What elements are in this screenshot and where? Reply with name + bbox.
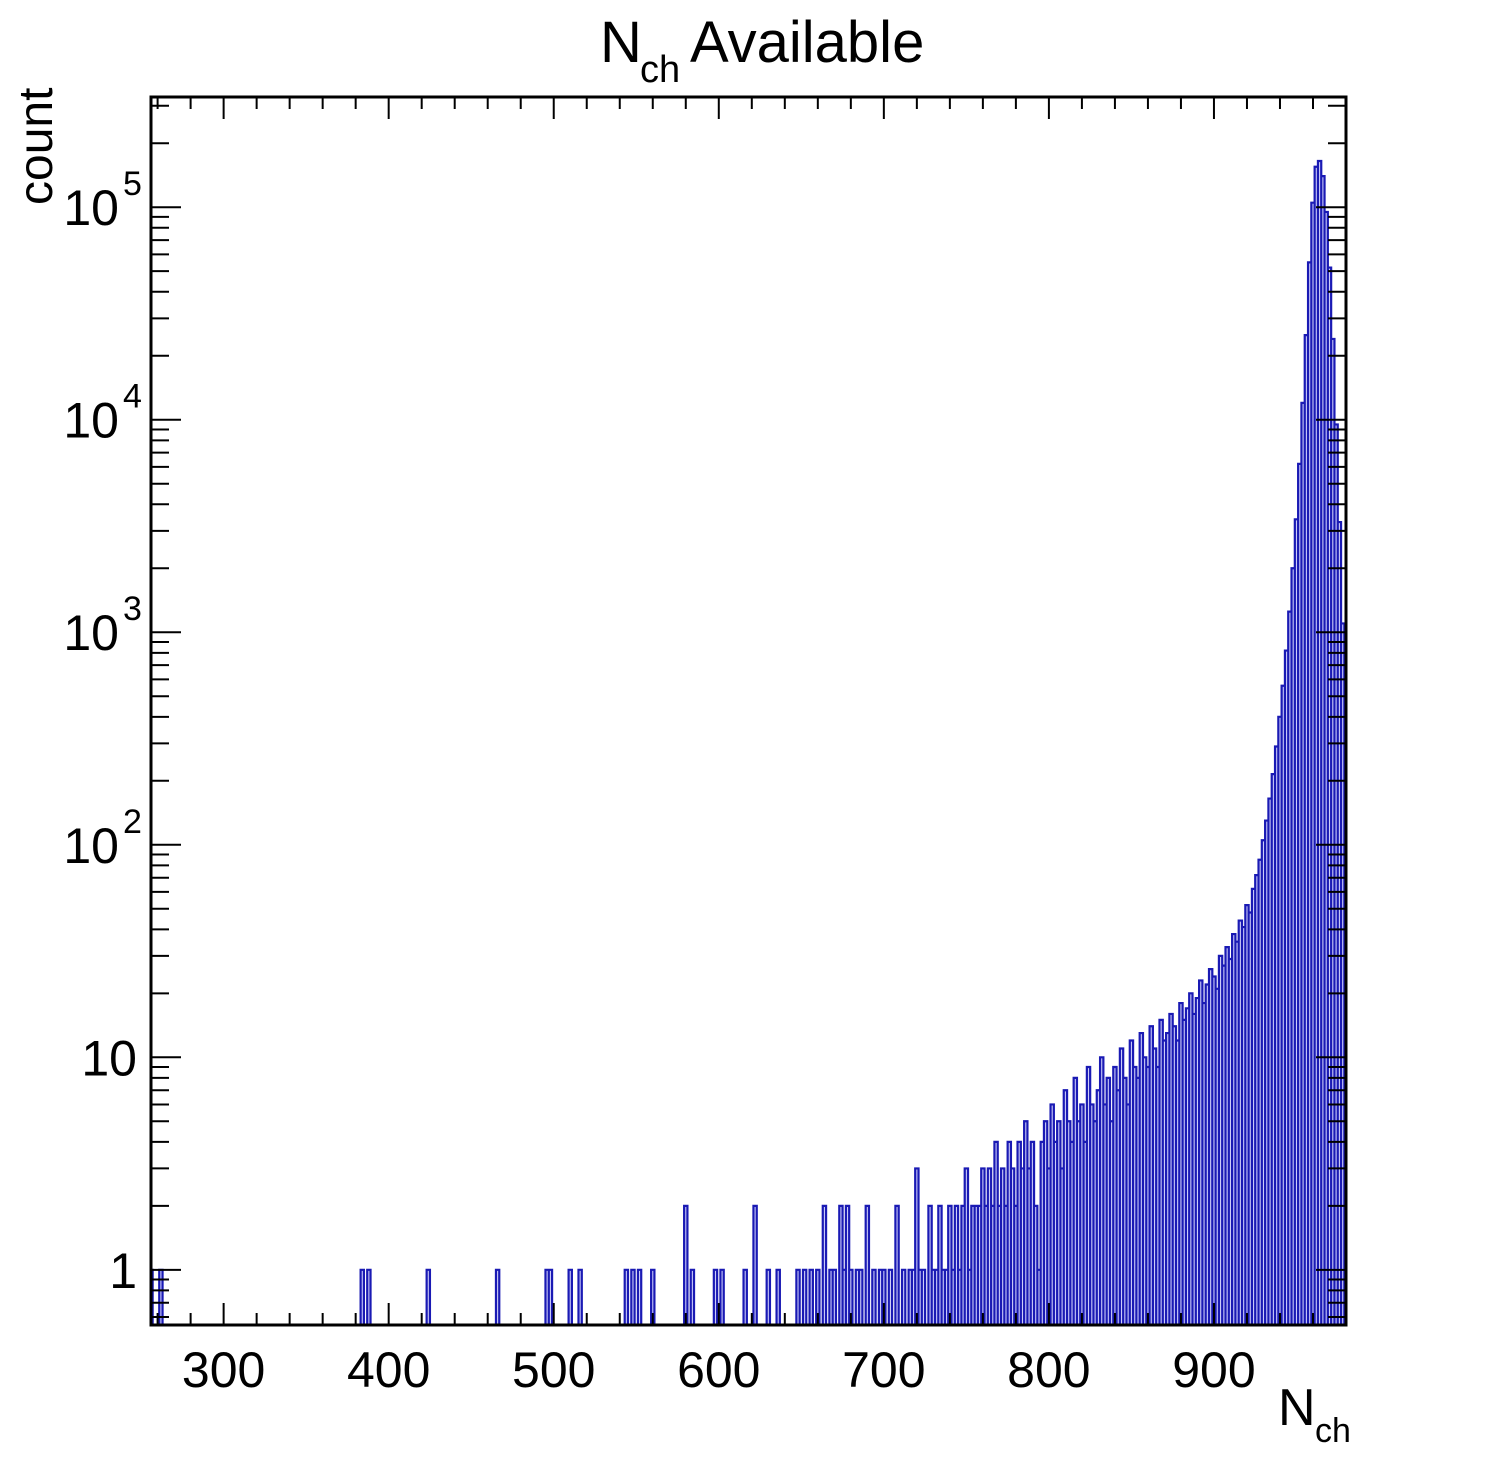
plot-frame — [149, 95, 1348, 1327]
x-tick-label: 500 — [512, 1342, 595, 1398]
x-tick-label: 600 — [677, 1342, 760, 1398]
x-tick-label: 800 — [1007, 1342, 1090, 1398]
y-tick-label-base: 1 — [109, 1243, 137, 1299]
y-tick-label-base: 10 — [63, 605, 119, 661]
x-axis-label-subscript: ch — [1315, 1412, 1351, 1450]
x-tick-label: 900 — [1172, 1342, 1255, 1398]
chart-title-main: N — [600, 10, 642, 75]
chart-title-rest: Available — [690, 10, 924, 75]
y-tick-label-base: 10 — [63, 180, 119, 236]
x-axis-label: N ch — [1278, 1379, 1351, 1450]
x-tick-label: 400 — [347, 1342, 430, 1398]
y-tick-label-exponent: 5 — [123, 165, 142, 203]
y-tick-label-base: 10 — [81, 1030, 137, 1086]
y-tick-label-exponent: 3 — [123, 590, 142, 628]
histogram-outline — [151, 159, 1346, 1325]
x-tick-label: 300 — [182, 1342, 265, 1398]
y-tick-label-exponent: 2 — [123, 803, 142, 841]
x-tick-label: 700 — [842, 1342, 925, 1398]
x-axis-label-main: N — [1278, 1379, 1316, 1437]
y-tick-label-exponent: 4 — [123, 378, 142, 416]
y-tick-label-base: 10 — [63, 393, 119, 449]
y-axis-label: count — [10, 88, 63, 205]
y-tick-label-base: 10 — [63, 818, 119, 874]
histogram-series — [151, 159, 1346, 1325]
plot-frame-rect — [149, 95, 1348, 1327]
axis-ticks — [151, 97, 1347, 1325]
chart-title: N ch Available — [600, 10, 924, 91]
chart-title-subscript: ch — [640, 49, 680, 91]
